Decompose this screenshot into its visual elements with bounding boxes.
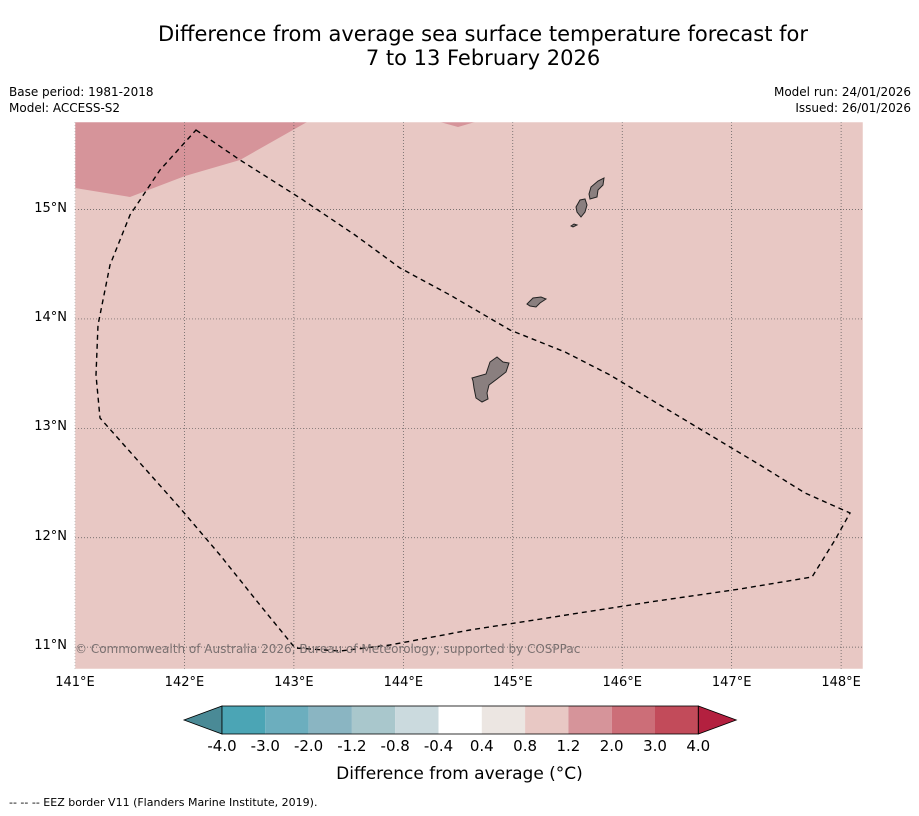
longitude-label: 141°E bbox=[55, 675, 95, 690]
warm-anomaly-patch bbox=[75, 122, 307, 197]
colorbar-segment bbox=[265, 706, 309, 734]
guam-island bbox=[471, 356, 510, 403]
colorbar-segment bbox=[568, 706, 612, 734]
longitude-label: 147°E bbox=[711, 675, 752, 690]
colorbar-segment bbox=[351, 706, 396, 734]
colorbar-tick-label: -1.2 bbox=[337, 737, 367, 755]
colorbar-frame bbox=[221, 705, 699, 735]
base-period: Base period: 1981-2018 bbox=[9, 85, 154, 99]
colorbar-tick-label: -0.8 bbox=[380, 737, 410, 755]
colorbar-min-arrow bbox=[182, 705, 223, 735]
gridlines bbox=[74, 122, 863, 669]
colorbar-segment bbox=[481, 706, 526, 734]
longitude-label: 148°E bbox=[821, 675, 861, 690]
title-line-1: Difference from average sea surface temp… bbox=[158, 22, 808, 46]
issued-date: Issued: 26/01/2026 bbox=[795, 101, 911, 115]
colorbar-segment bbox=[611, 706, 655, 734]
colorbar-tick-label: -2.0 bbox=[293, 737, 324, 755]
warm-anomaly-patch-small bbox=[440, 122, 475, 127]
copyright-notice: © Commonwealth of Australia 2026, Bureau… bbox=[75, 642, 581, 656]
colorbar-segment bbox=[438, 706, 482, 734]
eez-footnote: -- -- -- EEZ border V11 (Flanders Marine… bbox=[9, 796, 318, 809]
longitude-label: 145°E bbox=[493, 675, 533, 690]
colorbar bbox=[182, 705, 738, 735]
aguijan-island bbox=[570, 223, 579, 228]
rota-island bbox=[526, 296, 548, 308]
title-line-2: 7 to 13 February 2026 bbox=[365, 46, 601, 70]
meta-left: Base period: 1981-2018 Model: ACCESS-S2 bbox=[9, 84, 154, 116]
colorbar-segment bbox=[395, 706, 439, 734]
colorbar-tick-label: -0.4 bbox=[423, 737, 454, 755]
colorbar-tick-label: 2.0 bbox=[599, 737, 624, 755]
longitude-label: 142°E bbox=[164, 675, 205, 690]
map-title: Difference from average sea surface temp… bbox=[0, 22, 919, 70]
colorbar-segment bbox=[222, 706, 266, 734]
colorbar-segment bbox=[655, 706, 699, 734]
latitude-label: 12°N bbox=[34, 528, 67, 544]
meta-right: Model run: 24/01/2026 Issued: 26/01/2026 bbox=[774, 84, 911, 116]
saipan-island bbox=[588, 177, 605, 200]
tinian-island bbox=[575, 198, 588, 218]
latitude-label: 14°N bbox=[34, 309, 67, 325]
model-name: Model: ACCESS-S2 bbox=[9, 101, 121, 115]
latitude-label: 13°N bbox=[34, 419, 67, 435]
colorbar-max-arrow bbox=[697, 705, 738, 735]
longitude-label: 146°E bbox=[602, 675, 642, 690]
model-run: Model run: 24/01/2026 bbox=[773, 85, 911, 99]
colorbar-tick-label: 3.0 bbox=[643, 737, 667, 755]
colorbar-tick-label: 0.8 bbox=[513, 737, 538, 755]
longitude-label: 143°E bbox=[274, 675, 314, 690]
colorbar-title: Difference from average (°C) bbox=[336, 764, 583, 784]
colorbar-segment bbox=[308, 706, 352, 734]
colorbar-tick-label: 0.4 bbox=[469, 737, 494, 755]
colorbar-segment bbox=[525, 706, 569, 734]
eez-border bbox=[95, 129, 851, 652]
colorbar-tick-label: 4.0 bbox=[686, 737, 711, 755]
colorbar-tick-label: -3.0 bbox=[250, 737, 280, 755]
latitude-label: 15°N bbox=[34, 200, 67, 216]
longitude-label: 144°E bbox=[383, 675, 424, 690]
anomaly-field bbox=[75, 122, 863, 669]
colorbar-tick-label: 1.2 bbox=[556, 737, 581, 755]
colorbar-tick-label: -4.0 bbox=[207, 737, 237, 755]
map-frame bbox=[74, 121, 864, 670]
latitude-label: 11°N bbox=[34, 638, 67, 654]
